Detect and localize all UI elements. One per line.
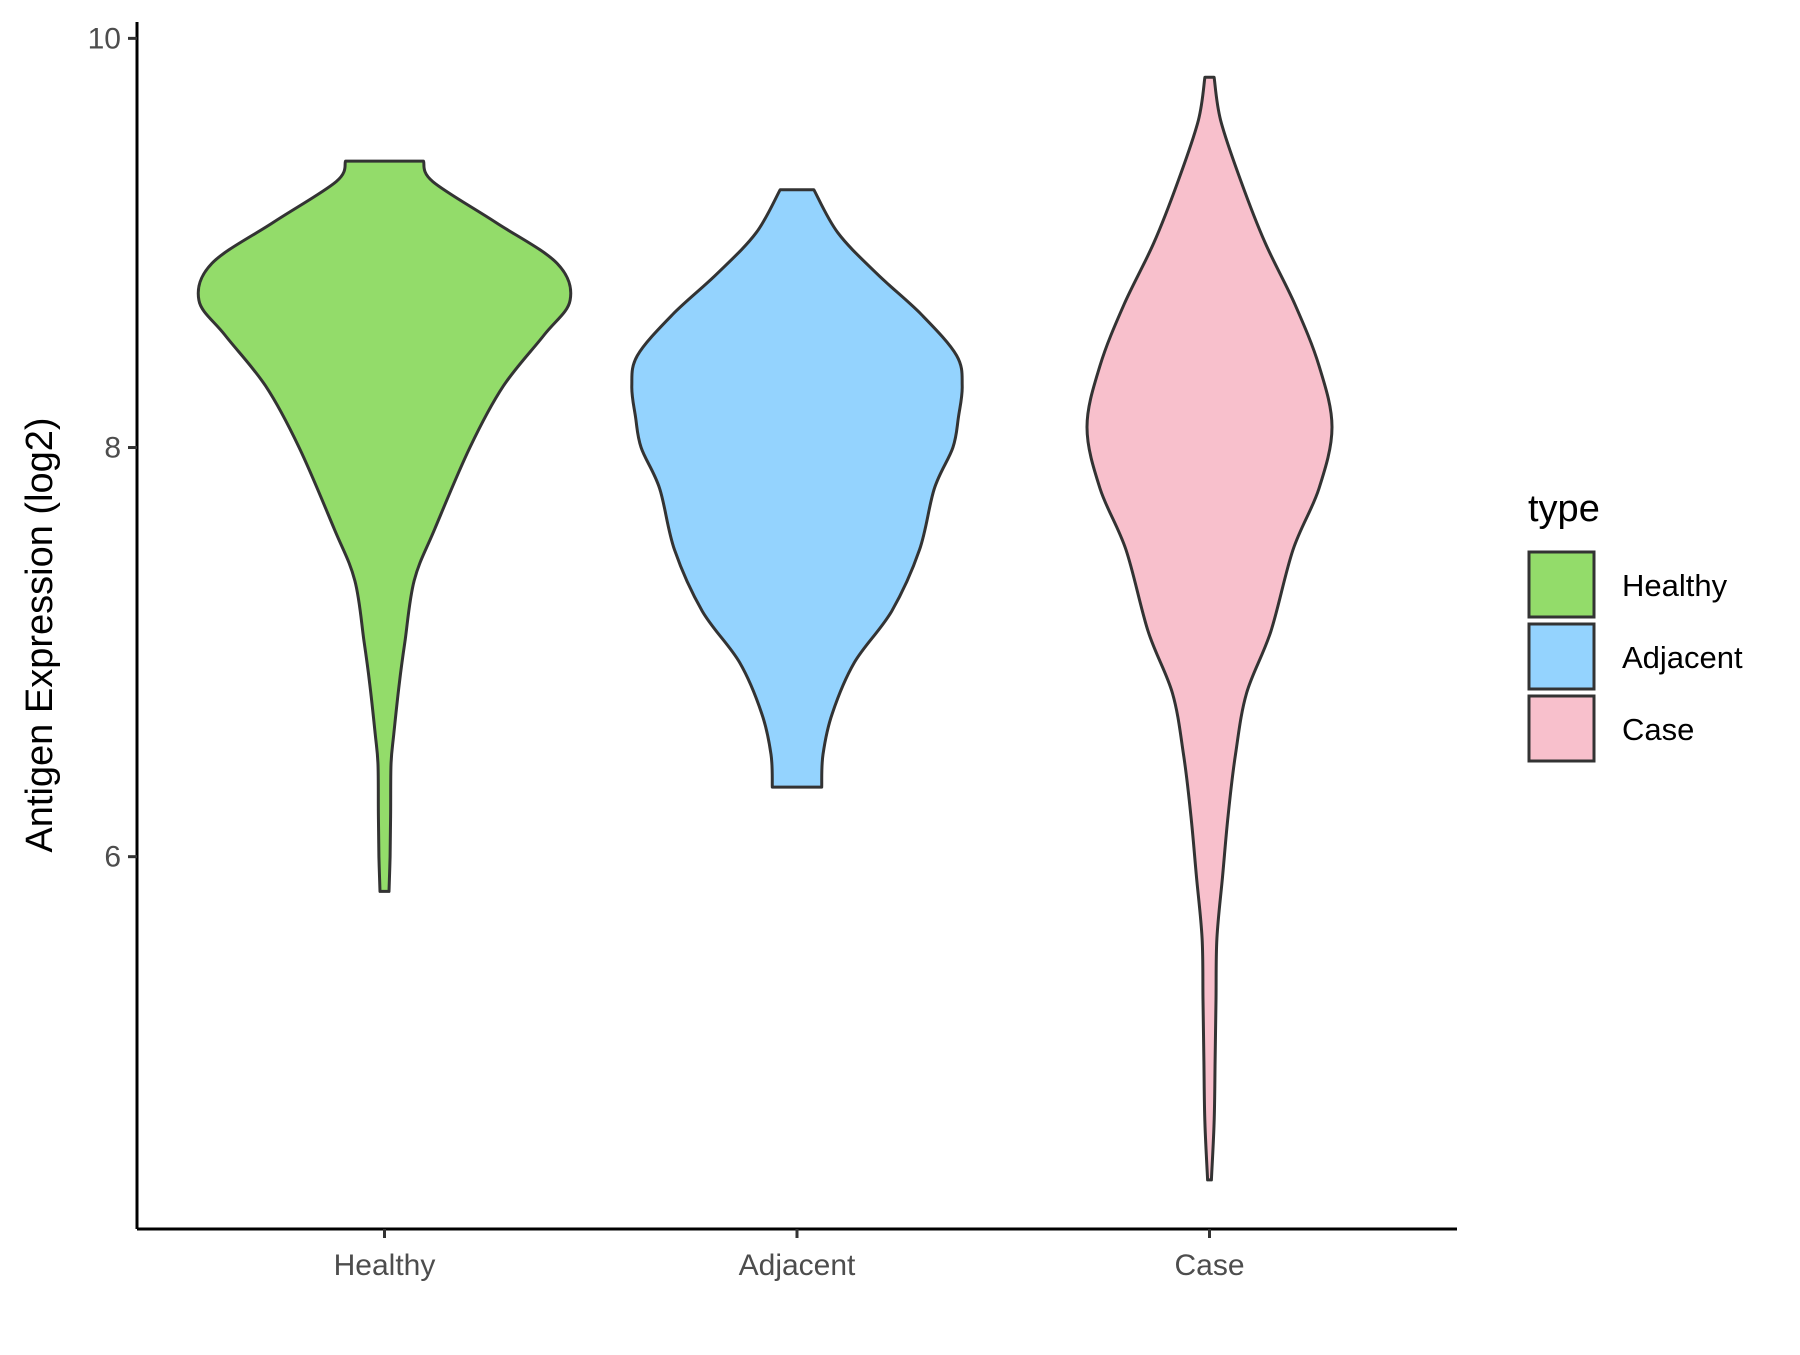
legend-title: type — [1528, 488, 1600, 530]
legend-label-case: Case — [1622, 712, 1694, 747]
y-tick-label: 8 — [104, 432, 121, 465]
x-tick-label: Case — [1174, 1249, 1244, 1282]
violin-healthy — [196, 159, 573, 893]
legend: type Healthy Adjacent Case — [1527, 488, 1743, 763]
x-tick-label: Healthy — [334, 1249, 436, 1282]
legend-swatch-healthy — [1527, 550, 1596, 619]
y-axis-title: Antigen Expression (log2) — [19, 417, 61, 852]
x-axis-ticks: Healthy Adjacent Case — [334, 1229, 1245, 1282]
violins-layer — [196, 75, 1334, 1182]
violin-adjacent — [630, 188, 964, 789]
legend-swatch-case — [1527, 694, 1596, 763]
legend-label-healthy: Healthy — [1622, 568, 1728, 603]
y-tick-label: 10 — [88, 22, 121, 55]
y-tick-label: 6 — [104, 841, 121, 874]
y-axis-ticks: 6 8 10 — [88, 22, 137, 874]
legend-swatch-adjacent — [1527, 622, 1596, 691]
x-tick-label: Adjacent — [739, 1249, 856, 1282]
violin-case — [1085, 75, 1334, 1182]
legend-items: Healthy Adjacent Case — [1527, 550, 1743, 763]
legend-label-adjacent: Adjacent — [1622, 640, 1743, 675]
